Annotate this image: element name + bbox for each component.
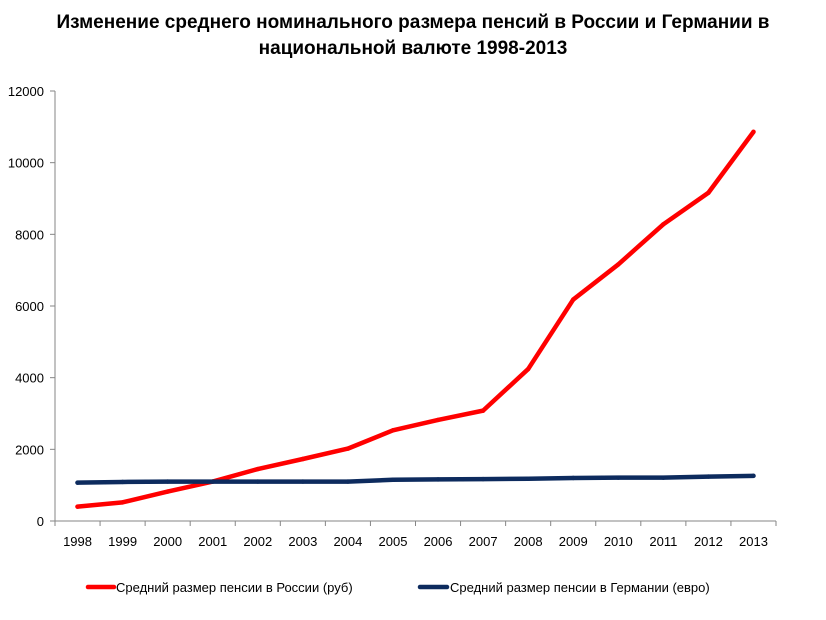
x-tick-label: 1999 [108,534,137,549]
data-point [345,479,351,484]
y-tick-label: 2000 [15,442,44,457]
data-point [480,476,486,482]
data-point [390,428,396,433]
x-tick-label: 2007 [469,534,498,549]
legend-item: Средний размер пенсии в Германии (евро) [417,580,710,595]
x-tick-label: 2001 [198,534,227,549]
x-tick-label: 2003 [288,534,317,549]
data-point [435,477,441,482]
data-point [165,489,170,494]
y-tick-label: 4000 [15,371,44,386]
chart-title: Изменение среднего номинального размера … [0,10,826,62]
x-tick-label: 2009 [559,534,588,549]
y-tick-label: 12000 [8,84,44,99]
y-tick-label: 8000 [15,227,44,242]
y-axis-ticks: 0 2000 4000 6000 8000 10000 12000 [8,84,55,529]
x-tick-label: 2008 [514,534,543,549]
legend-label: Средний размер пенсии в Германии (евро) [450,580,710,595]
series-germany [75,473,756,485]
data-point [75,480,80,485]
chart-title-line-2: национальной валюте 1998-2013 [258,38,568,59]
data-point [255,466,260,472]
data-point [616,475,621,480]
legend-item: Средний размер пенсии в России (руб) [85,580,353,595]
data-point [345,446,351,451]
x-tick-label: 2006 [424,534,453,549]
data-point [571,475,576,481]
data-point [120,500,125,505]
x-axis-ticks: 1998 1999 2000 2001 2002 2003 2004 2005 2006 2007… [54,521,777,549]
data-point [300,479,306,484]
y-tick-label: 6000 [15,299,44,314]
data-point [706,190,711,195]
data-point [120,479,125,485]
data-point [751,129,756,135]
data-point [480,408,486,413]
axes [54,91,776,522]
y-tick-label: 10000 [8,156,44,171]
x-tick-label: 2011 [649,534,677,549]
x-tick-label: 2013 [739,534,768,549]
x-tick-label: 2004 [333,534,362,549]
data-point [390,477,396,482]
x-tick-label: 2010 [604,534,633,549]
data-point [751,473,756,479]
series-line [75,129,756,509]
data-point [616,262,621,267]
data-point [255,479,260,484]
data-point [661,222,666,227]
x-tick-label: 2012 [694,534,723,549]
series-layer [75,129,756,509]
data-point [571,297,576,302]
chart-title-line-1: Изменение среднего номинального размера … [56,12,770,33]
data-point [706,474,711,479]
data-point [525,366,531,372]
series-russia [75,129,756,509]
x-tick-label: 2005 [379,534,408,549]
x-tick-label: 2002 [243,534,272,549]
legend: Средний размер пенсии в России (руб) Сред… [85,580,710,595]
data-point [210,479,215,484]
y-tick-label: 0 [37,514,44,529]
legend-label: Средний размер пенсии в России (руб) [116,580,353,595]
x-tick-label: 1998 [63,534,92,549]
data-point [75,504,80,509]
data-point [165,479,170,484]
series-line [75,473,756,485]
data-point [300,456,306,462]
data-point [525,476,531,481]
data-point [661,475,666,480]
data-point [435,417,441,423]
x-tick-label: 2000 [153,534,182,549]
